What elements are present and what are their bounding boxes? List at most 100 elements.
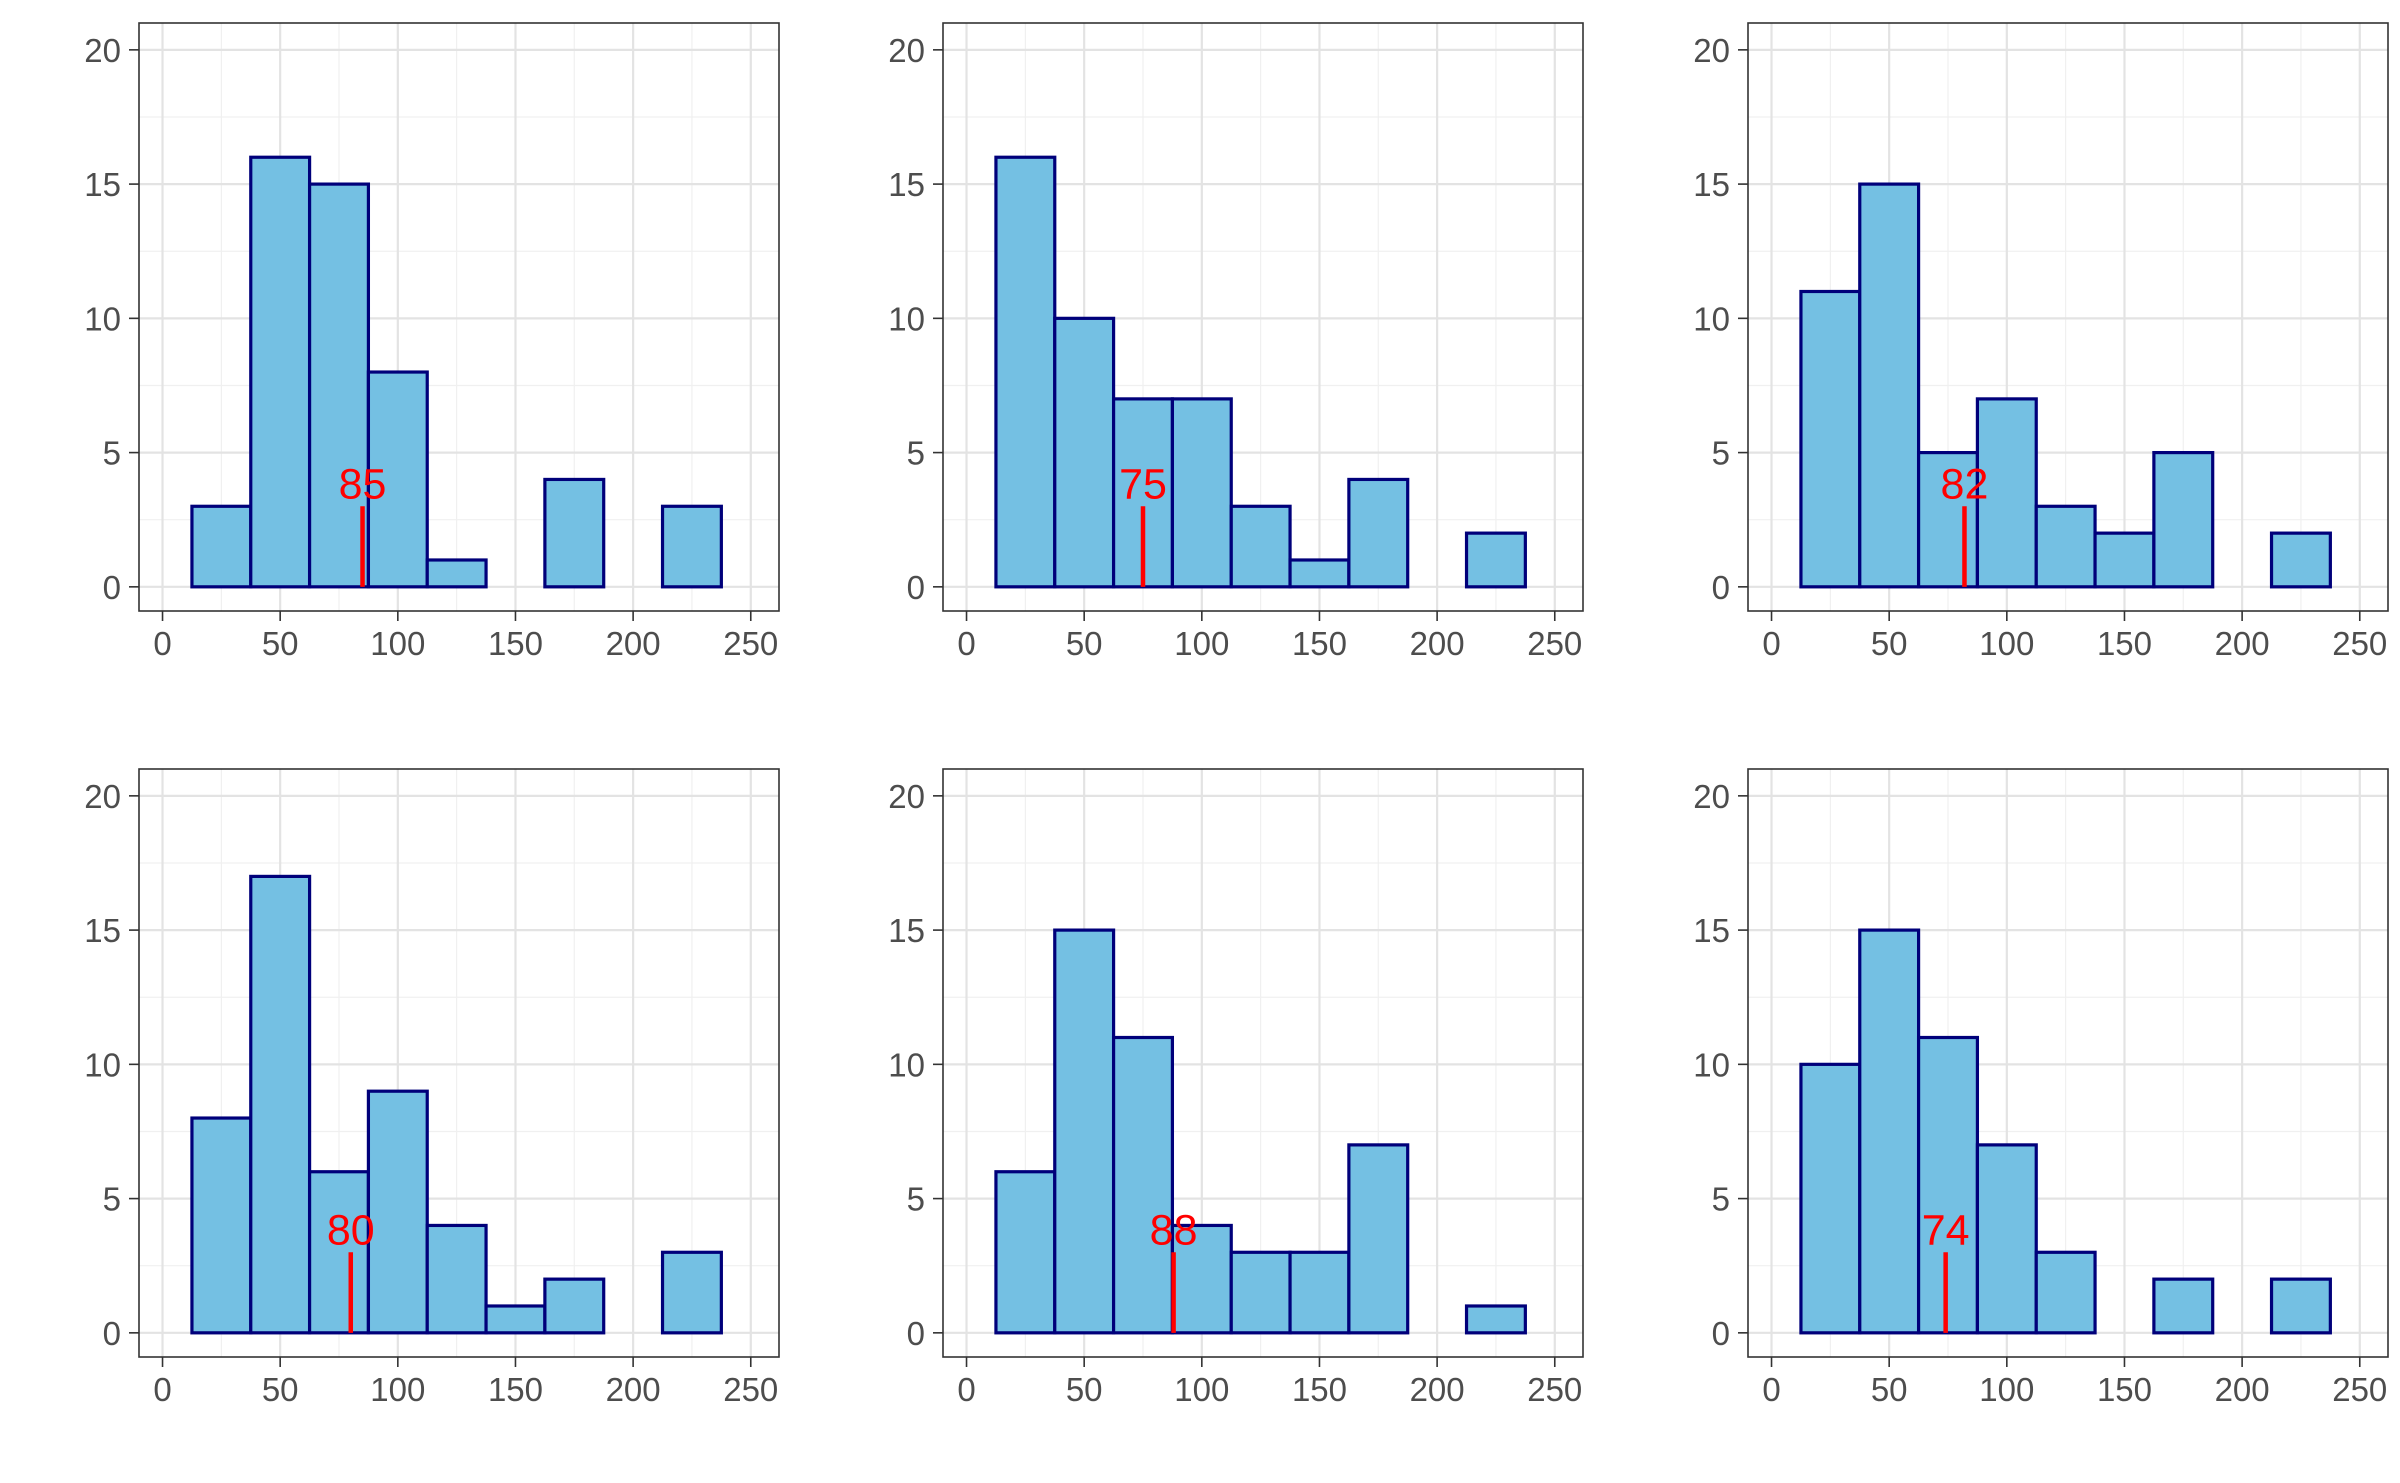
panel-border [1747,22,2389,612]
histogram-bar [1170,397,1233,589]
x-tick-label: 50 [1066,1371,1103,1408]
y-tick-label: 5 [1712,435,1730,472]
y-tick-label: 10 [1693,1046,1730,1083]
x-tick-label: 100 [1979,625,2034,662]
y-tick-label: 10 [888,1046,925,1083]
x-tick-label: 0 [153,625,171,662]
y-tick-label: 0 [907,1315,925,1352]
x-tick-label: 250 [723,1371,778,1408]
histogram-panel-5: 88 0 50 100 150 200 250 0 5 10 15 20 [888,768,1584,1408]
mean-marker-label: 82 [1941,460,1989,508]
y-tick-label: 15 [888,912,925,949]
mean-marker-label: 88 [1150,1206,1198,1254]
x-tick-label: 150 [1292,625,1347,662]
histogram-bar [1111,1035,1175,1335]
y-tick-label: 0 [1712,569,1730,606]
histogram-bar [660,1250,723,1335]
x-tick-label: 50 [262,1371,299,1408]
histogram-bar [1975,1143,2038,1335]
y-tick-label: 10 [1693,300,1730,337]
histogram-bar [1975,397,2038,589]
x-tick-label: 150 [2097,625,2152,662]
histogram-bar [425,558,488,589]
y-tick-label: 5 [907,1181,925,1218]
x-tick-label: 50 [1066,625,1103,662]
panel-border [942,22,1584,612]
y-tick-label: 0 [103,569,121,606]
histogram-bar [1916,1035,1980,1335]
y-tick-label: 20 [888,32,925,69]
y-tick-label: 20 [84,778,121,815]
histogram-bar [249,155,312,589]
histogram-bar [190,1116,253,1335]
x-tick-label: 0 [957,625,975,662]
histogram-bar [2269,1277,2332,1335]
histogram-bar [307,1170,371,1335]
histogram-bar [994,155,1057,589]
histogram-bar [484,1304,547,1335]
histogram-bar [1858,928,1921,1335]
panel-border [1747,768,2389,1358]
x-tick-label: 250 [2332,1371,2387,1408]
x-tick-label: 200 [1410,625,1465,662]
histogram-bar [1229,1250,1292,1335]
mean-marker-label: 85 [339,460,387,508]
histogram-bar [1464,531,1527,589]
x-tick-label: 200 [2215,1371,2270,1408]
x-tick-label: 200 [2215,625,2270,662]
histogram-bar [543,1277,606,1335]
histogram-bar [366,1089,429,1335]
y-tick-label: 10 [888,300,925,337]
x-tick-label: 100 [370,1371,425,1408]
histogram-bar [1464,1304,1527,1335]
x-tick-label: 0 [957,1371,975,1408]
histogram-bar [307,182,371,589]
histogram-bar [190,504,253,589]
histogram-bar [1170,1223,1233,1335]
histogram-bar [366,370,429,589]
histogram-bar [2093,531,2156,589]
histogram-panel-6: 74 0 50 100 150 200 250 0 5 10 15 20 [1693,768,2389,1408]
histogram-panel-3: 82 0 50 100 150 200 250 0 5 10 15 20 [1693,22,2389,662]
x-tick-label: 250 [1527,1371,1582,1408]
histogram-bar [660,504,723,589]
histogram-bar [425,1223,488,1335]
histogram-bar [1288,1250,1351,1335]
histogram-bar [1347,477,1410,589]
y-tick-label: 0 [907,569,925,606]
histogram-bar [2034,1250,2097,1335]
histogram-bar [1858,182,1921,589]
y-tick-label: 5 [1712,1181,1730,1218]
y-tick-label: 20 [84,32,121,69]
x-tick-label: 250 [1527,625,1582,662]
y-tick-label: 15 [84,912,121,949]
x-tick-label: 100 [1979,1371,2034,1408]
x-tick-label: 150 [1292,1371,1347,1408]
x-tick-label: 200 [606,1371,661,1408]
y-tick-label: 0 [103,1315,121,1352]
y-tick-label: 20 [888,778,925,815]
y-tick-label: 5 [103,1181,121,1218]
x-tick-label: 50 [1871,1371,1908,1408]
y-tick-label: 5 [907,435,925,472]
x-tick-label: 150 [488,625,543,662]
x-tick-label: 0 [1762,625,1780,662]
histogram-bar [1799,289,1862,589]
x-tick-label: 100 [370,625,425,662]
y-tick-label: 10 [84,300,121,337]
histogram-bar [1053,316,1116,589]
x-tick-label: 100 [1174,1371,1229,1408]
histogram-bar [1288,558,1351,589]
y-tick-label: 10 [84,1046,121,1083]
histogram-bar [1799,1062,1862,1335]
x-tick-label: 250 [723,625,778,662]
y-tick-label: 15 [84,166,121,203]
histogram-bar [1916,450,1980,589]
y-tick-label: 20 [1693,778,1730,815]
histogram-panel-4: 80 0 50 100 150 200 250 0 5 10 15 20 [84,768,780,1408]
x-tick-label: 50 [262,625,299,662]
y-tick-label: 20 [1693,32,1730,69]
histogram-panel-2: 75 0 50 100 150 200 250 0 5 10 15 20 [888,22,1584,662]
x-tick-label: 150 [2097,1371,2152,1408]
histogram-bar [1229,504,1292,589]
